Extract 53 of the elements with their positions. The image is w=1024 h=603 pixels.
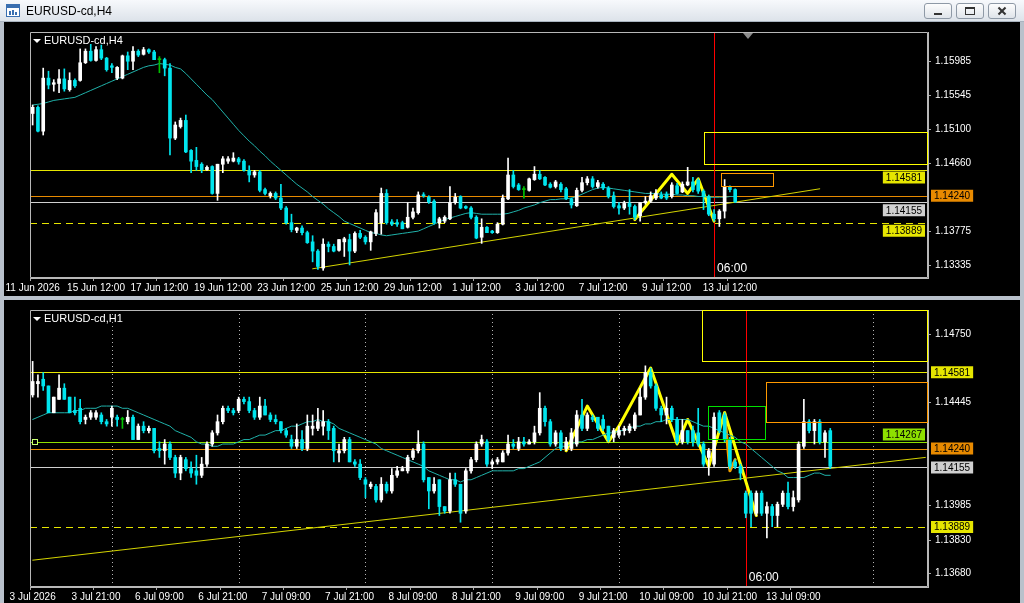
y-tick-label: 1.13775	[935, 225, 972, 237]
annotation: 06:00	[748, 570, 780, 585]
x-tick-label: 1 Jul 12:00	[451, 281, 502, 293]
y-tick-label: 1.15100	[935, 123, 972, 135]
y-tick-label: 1.14445	[935, 396, 972, 408]
ref-line-label: 1.13889	[934, 521, 971, 533]
x-tick-label: 8 Jul 09:00	[388, 590, 438, 602]
ref-line-label: 1.14267	[885, 428, 923, 440]
ref-line-label: 1.14240	[934, 189, 971, 201]
x-tick-label: 7 Jul 12:00	[578, 281, 629, 293]
x-tick-label: 15 Jun 12:00	[67, 281, 126, 293]
x-tick-label: 13 Jul 09:00	[766, 590, 821, 602]
x-tick-label: 10 Jul 21:00	[702, 590, 758, 602]
x-tick-label: 9 Jul 12:00	[642, 281, 692, 293]
ref-line-label: 1.14240	[934, 442, 971, 454]
y-tick-label: 1.13335	[935, 259, 972, 271]
ref-line-label: 1.14155	[885, 204, 923, 216]
y-tick-label: 1.14750	[935, 328, 972, 340]
candlestick	[36, 374, 40, 398]
y-tick-label: 1.13830	[935, 533, 972, 545]
annotation: 06:00	[717, 261, 748, 276]
x-tick-label: 23 Jun 12:00	[257, 281, 316, 293]
candlestick	[765, 501, 769, 539]
x-tick-label: 10 Jul 09:00	[639, 590, 695, 602]
ref-line-label: 1.14155	[934, 461, 971, 473]
y-tick-label: 1.13680	[935, 567, 972, 579]
chart-title: EURUSD-cd,H4	[26, 4, 113, 18]
chart-title: EURUSD-cd,H1	[44, 312, 123, 325]
x-tick-label: 9 Jul 21:00	[578, 590, 629, 602]
x-tick-label: 19 Jun 12:00	[193, 281, 253, 293]
x-tick-label: 6 Jul 09:00	[134, 590, 185, 602]
y-tick-label: 1.13985	[935, 499, 972, 511]
ref-line-label: 1.13889	[885, 224, 923, 236]
x-tick-label: 3 Jul 21:00	[71, 590, 121, 602]
chart-title: EURUSD-cd,H4	[44, 34, 123, 47]
x-tick-label: 7 Jul 09:00	[261, 590, 312, 602]
x-tick-label: 3 Jul 12:00	[515, 281, 565, 293]
x-tick-label: 8 Jul 21:00	[451, 590, 502, 602]
x-tick-label: 11 Jun 2026	[5, 281, 61, 293]
x-tick-label: 29 Jun 12:00	[384, 281, 443, 293]
x-tick-label: 13 Jul 12:00	[702, 281, 758, 293]
ref-line-label: 1.14581	[934, 366, 971, 378]
x-tick-label: 6 Jul 21:00	[198, 590, 248, 602]
y-tick-label: 1.15985	[935, 55, 972, 67]
y-tick-label: 1.14660	[935, 157, 972, 169]
x-tick-label: 3 Jul 2026	[9, 590, 57, 602]
x-tick-label: 7 Jul 21:00	[325, 590, 375, 602]
y-tick-label: 1.15545	[935, 89, 972, 101]
x-tick-label: 9 Jul 09:00	[515, 590, 565, 602]
candlestick	[522, 186, 526, 199]
x-tick-label: 17 Jun 12:00	[130, 281, 189, 293]
ref-line-label: 1.14581	[885, 171, 923, 183]
x-tick-label: 25 Jun 12:00	[320, 281, 379, 293]
